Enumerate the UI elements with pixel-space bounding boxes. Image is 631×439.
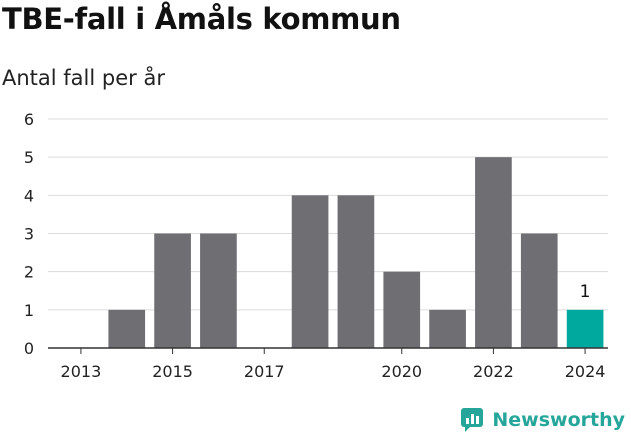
y-tick-label: 1	[24, 301, 34, 320]
chart-title: TBE-fall i Åmåls kommun	[2, 2, 401, 36]
bar-2020	[383, 271, 421, 348]
bar-2015	[154, 233, 191, 348]
x-tick-label: 2024	[565, 362, 606, 381]
x-tick-label: 2013	[61, 362, 102, 381]
bar-2018	[291, 195, 329, 348]
bar-2021	[429, 309, 466, 348]
brand-name: Newsworthy	[492, 409, 625, 431]
y-tick-label: 5	[24, 148, 34, 167]
bar-2014	[108, 309, 146, 348]
x-tick-label: 2015	[152, 362, 193, 381]
y-tick-label: 4	[24, 186, 34, 205]
chart-subtitle: Antal fall per år	[2, 66, 165, 90]
newsworthy-logo-icon	[461, 408, 484, 432]
bar-2019	[337, 195, 375, 348]
bar-2024	[566, 309, 604, 348]
bar-2022	[475, 157, 512, 348]
y-tick-label: 3	[24, 225, 34, 244]
x-tick-label: 2020	[381, 362, 422, 381]
y-tick-label: 6	[24, 110, 34, 129]
bar-2023	[520, 233, 558, 348]
data-label: 1	[580, 282, 591, 302]
brand-logo: Newsworthy	[460, 407, 625, 433]
x-tick-label: 2017	[244, 362, 285, 381]
bar-2016	[200, 233, 237, 348]
y-tick-label: 2	[24, 263, 34, 282]
x-tick-label: 2022	[473, 362, 514, 381]
y-tick-label: 0	[24, 339, 34, 358]
